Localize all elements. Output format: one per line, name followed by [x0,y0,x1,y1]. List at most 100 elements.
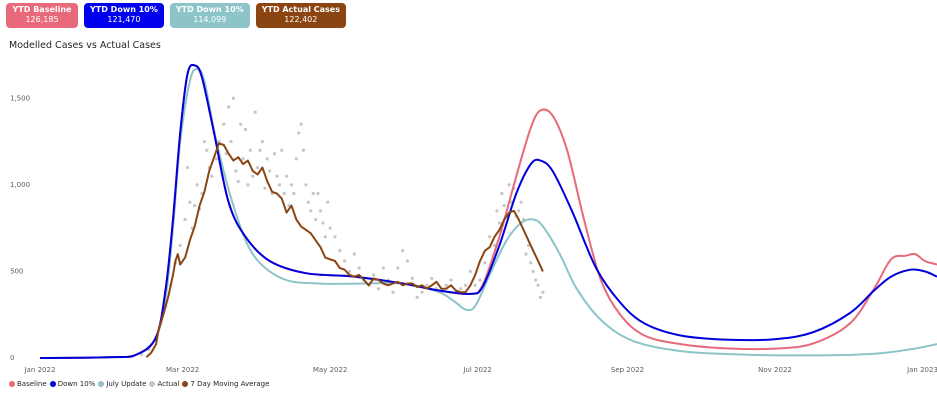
legend-item-down-10[interactable]: Down 10% [49,380,96,388]
legend-label: 7 Day Moving Average [190,380,270,388]
actual-point [205,148,209,152]
actual-point [277,183,281,187]
actual-point [272,152,277,156]
actual-point [193,204,197,208]
actual-point [214,157,219,161]
series-line-down-10- [39,63,937,359]
actual-point [401,249,405,253]
kpi-card-down-10[interactable]: YTD Down 10% 121,470 [84,3,164,28]
actual-point [529,261,533,265]
kpi-card-title: YTD Down 10% [90,5,158,14]
y-tick-label: 500 [10,267,23,275]
x-tick-label: Nov 2022 [758,366,792,374]
x-tick-label: Sep 2022 [611,366,644,374]
actual-point [316,191,320,196]
actual-point [236,179,240,183]
kpi-card-title: YTD Down 10% [175,5,244,14]
actual-point [391,290,395,294]
kpi-card-title: YTD Baseline [12,5,72,14]
kpi-card-july-update[interactable]: YTD Down 10% 114,099 [169,3,250,28]
actual-point [294,157,298,161]
actual-point [415,295,419,299]
actual-point [531,269,535,274]
actual-point [178,243,182,248]
actual-point [280,148,284,152]
actual-point [376,287,381,291]
actual-point [352,252,356,256]
actual-point [241,157,245,161]
kpi-card-value: 114,099 [193,15,227,24]
kpi-card-baseline[interactable]: YTD Baseline 126,185 [6,3,78,28]
actual-point [483,261,487,265]
x-tick-label: May 2022 [313,366,348,374]
actual-point [217,139,221,144]
actual-point [468,269,472,274]
legend-dot-icon [98,381,105,387]
x-tick-label: Jan 2022 [24,366,56,374]
actual-point [420,290,424,294]
kpi-card-value: 126,185 [25,15,59,24]
actual-point [534,278,538,282]
actual-point [430,276,434,280]
kpi-card-value: 121,470 [107,15,141,24]
actual-point [210,174,214,178]
actual-point [285,174,289,178]
actual-point [343,259,347,263]
legend-label: Down 10% [57,380,96,388]
x-tick-label: Mar 2022 [166,366,199,374]
legend-label: July Update [106,380,147,388]
legend-item-actual[interactable]: Actual [149,380,179,388]
actual-point [248,148,252,152]
actual-point [396,266,400,270]
kpi-card-value: 122,402 [284,15,318,24]
legend-dot-icon [9,381,15,387]
actual-point [222,122,226,126]
actual-point [357,266,361,270]
legend-label: Baseline [17,380,47,388]
kpi-card-title: YTD Actual Cases [261,5,340,14]
actual-point [507,183,511,187]
kpi-card-actual-cases[interactable]: YTD Actual Cases 122,402 [255,3,346,28]
actual-point [301,148,306,152]
actual-point [492,243,497,248]
actual-point [229,139,233,144]
actual-point [381,266,385,270]
actual-point [500,191,504,196]
actual-point [299,122,303,126]
actual-point [488,235,492,239]
actual-point [282,191,286,196]
actual-point [502,204,506,208]
legend-item-7-day-moving-average[interactable]: 7 Day Moving Average [182,380,269,388]
actual-point [309,209,313,213]
actual-point [251,174,255,178]
actual-point [185,165,190,170]
actual-point [202,139,207,144]
actual-point [289,183,294,187]
series-line-7-day-moving-average [145,142,544,358]
actual-point [256,165,260,170]
actual-point [139,352,144,357]
actual-point [292,191,296,196]
actual-point [405,259,410,263]
actual-point [253,110,257,114]
actual-point [188,200,192,204]
actual-point [524,252,528,256]
actual-point [275,174,279,178]
actual-point [333,235,337,239]
actual-point [526,243,530,248]
legend-item-july-update[interactable]: July Update [98,380,146,388]
actual-point [304,183,308,187]
kpi-cards: YTD Baseline 126,185 YTD Down 10% 121,47… [6,3,346,28]
actual-point [226,105,231,109]
actual-point [444,283,448,287]
legend-item-baseline[interactable]: Baseline [9,380,47,388]
actual-point [321,221,325,225]
x-tick-label: Jul 2022 [462,366,492,374]
actual-point [536,283,540,287]
actual-point [263,186,267,190]
actual-point [258,148,262,152]
actual-point [323,235,327,239]
actual-point [297,131,301,135]
actual-point [478,278,482,282]
